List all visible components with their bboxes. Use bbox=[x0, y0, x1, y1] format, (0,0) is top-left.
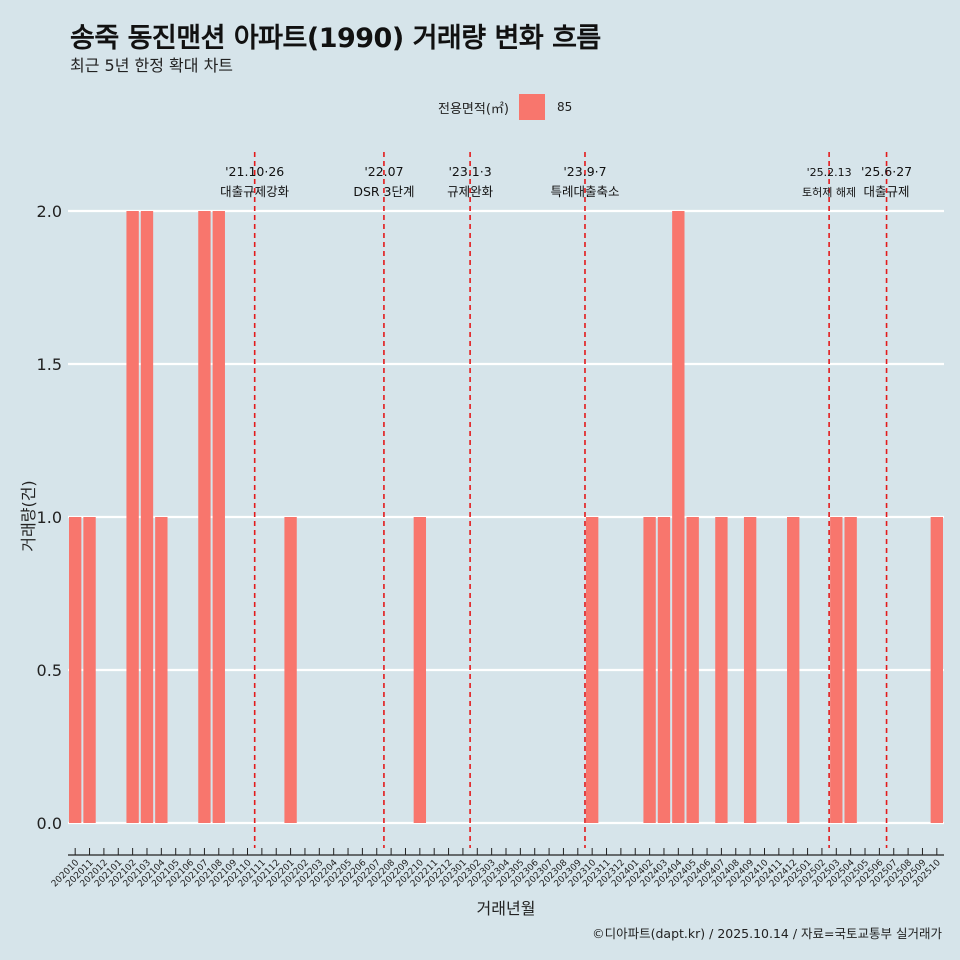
legend: 전용면적(㎡) 85 bbox=[438, 94, 572, 120]
bar-202104 bbox=[155, 517, 168, 823]
bar-202011 bbox=[83, 517, 96, 823]
x-axis-label: 거래년월 bbox=[477, 899, 536, 918]
legend-entry-85: 85 bbox=[556, 100, 573, 114]
event-label: 특례대출축소 bbox=[550, 184, 619, 199]
event-label: 대출규제 bbox=[864, 184, 910, 199]
event-date: '23.9·7 bbox=[563, 164, 606, 179]
event-label: 토허제 해제 bbox=[802, 185, 856, 199]
chart-subtitle: 최근 5년 한정 확대 차트 bbox=[70, 56, 234, 75]
event-label: 대출규제강화 bbox=[220, 184, 290, 199]
legend-swatch-85 bbox=[518, 94, 545, 120]
bar-202010 bbox=[69, 517, 82, 823]
y-tick-label: 1.0 bbox=[37, 508, 62, 527]
bar-202201 bbox=[284, 517, 297, 823]
source-caption: ©디아파트(dapt.kr) / 2025.10.14 / 자료=국토교통부 실… bbox=[592, 926, 942, 941]
bar-202503 bbox=[830, 517, 843, 823]
event-label: DSR 3단계 bbox=[353, 184, 414, 199]
bar-202404 bbox=[672, 211, 685, 823]
bar-202210 bbox=[413, 517, 427, 823]
y-tick-label: 0.0 bbox=[37, 814, 62, 833]
bars bbox=[69, 211, 943, 823]
bar-202412 bbox=[787, 517, 800, 823]
y-tick-label: 2.0 bbox=[37, 202, 62, 221]
bar-202405 bbox=[686, 517, 699, 823]
event-date: '25.2.13 bbox=[807, 166, 852, 179]
event-markers: '21.10·26 대출규제강화 '22.07 DSR 3단계 '23.1·3 규제완화 '… bbox=[220, 152, 912, 848]
event-label: 규제완화 bbox=[447, 184, 494, 199]
bar-202403 bbox=[657, 517, 671, 823]
bar-202409 bbox=[743, 517, 757, 823]
chart-title: 송죽 동진맨션 아파트(1990) 거래량 변화 흐름 bbox=[70, 23, 601, 54]
legend-title: 전용면적(㎡) bbox=[438, 101, 509, 117]
bar-202407 bbox=[715, 517, 728, 823]
bar-202504 bbox=[844, 517, 857, 823]
bar-202102 bbox=[126, 211, 139, 823]
event-date: '25.6·27 bbox=[861, 164, 912, 179]
event-date: '22.07 bbox=[364, 164, 403, 179]
event-date: '23.1·3 bbox=[448, 164, 491, 179]
y-tick-label: 1.5 bbox=[37, 355, 62, 374]
y-tick-label: 0.5 bbox=[37, 661, 62, 680]
y-axis-ticks: 0.0 0.5 1.0 1.5 2.0 bbox=[37, 202, 62, 833]
bar-202103 bbox=[140, 211, 154, 823]
bar-202310 bbox=[585, 517, 599, 823]
bar-202510 bbox=[930, 517, 943, 823]
event-date: '21.10·26 bbox=[225, 164, 284, 179]
x-axis: 2020102020112020122021012021022021032021… bbox=[50, 848, 944, 889]
bar-202402 bbox=[643, 517, 656, 823]
bar-202107 bbox=[198, 211, 211, 823]
y-axis-label: 거래량(건) bbox=[19, 480, 38, 551]
bar-202108 bbox=[212, 211, 225, 823]
